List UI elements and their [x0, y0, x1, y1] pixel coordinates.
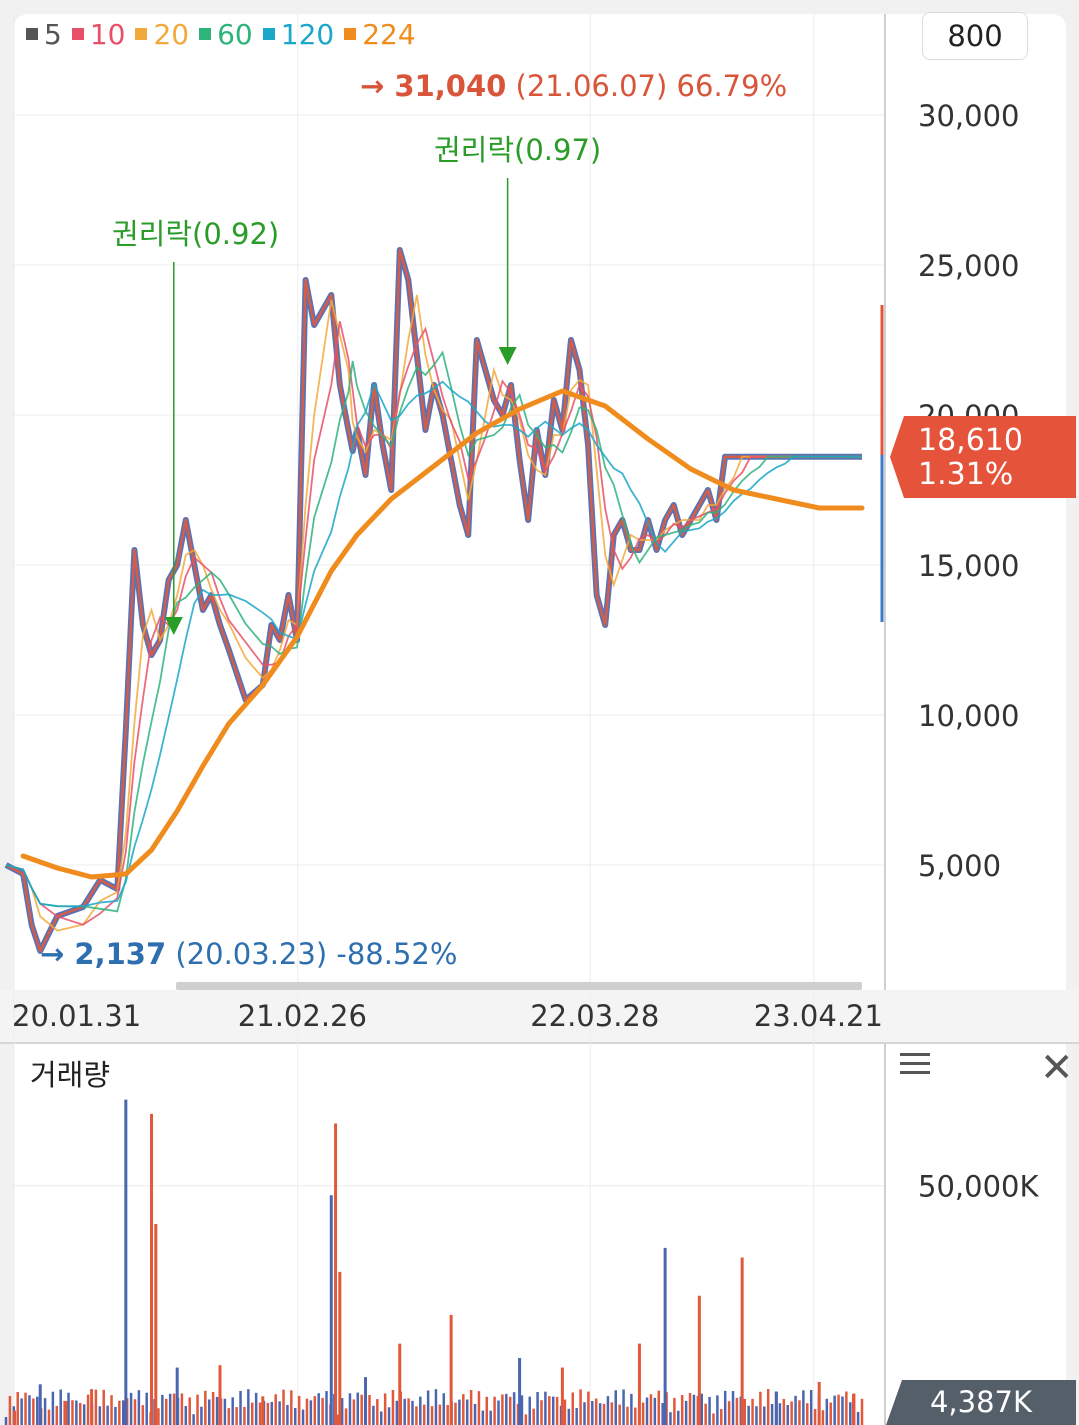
volume-chart-panel[interactable] [14, 1044, 884, 1425]
moving-average-line [5, 350, 862, 913]
annotation-triangle [498, 347, 517, 365]
zoom-count-box[interactable]: 800 [922, 12, 1028, 60]
y-tick-label: 10,000 [918, 699, 1019, 733]
price-chart-panel[interactable] [14, 14, 884, 990]
price-series-overlay [5, 248, 862, 953]
ex-rights-annotation: 권리락(0.97) [434, 133, 601, 167]
legend-label: 60 [217, 17, 253, 51]
legend-item-ma60[interactable]: 60 [199, 18, 253, 51]
scrollbar-thumb [176, 982, 862, 990]
high-price-marker: → 31,040 (21.06.07) 66.79% [360, 69, 787, 103]
x-tick-label: 21.02.26 [238, 999, 367, 1033]
legend-label: 5 [44, 17, 62, 51]
legend-swatch [344, 28, 357, 40]
date-axis-strip [0, 990, 1079, 1044]
legend-swatch [262, 28, 275, 40]
moving-average-line [5, 321, 862, 926]
legend-item-ma10[interactable]: 10 [71, 17, 126, 51]
moving-average-line [5, 294, 862, 932]
ex-rights-annotation: 권리락(0.92) [112, 217, 279, 251]
volume-axis-panel [884, 1044, 1066, 1425]
legend-label: 224 [362, 17, 416, 51]
legend-swatch [135, 28, 148, 40]
close-icon[interactable]: ✕ [1040, 1045, 1074, 1091]
legend-label: 120 [280, 17, 335, 51]
annotation-triangle [164, 617, 183, 635]
x-tick-label: 23.04.21 [754, 999, 883, 1033]
legend-swatch [199, 28, 212, 40]
y-tick-label: 15,000 [918, 549, 1019, 583]
current-price-badge: 18,610 1.31% [890, 416, 1076, 498]
legend-swatch [71, 28, 84, 40]
y-tick-label: 5,000 [918, 849, 1001, 883]
current-price-change: 1.31% [918, 457, 1014, 492]
y-tick-label: 25,000 [918, 249, 1019, 283]
legend-label: 20 [153, 17, 190, 51]
menu-icon[interactable] [900, 1053, 930, 1079]
x-tick-label: 20.01.31 [12, 999, 141, 1033]
ma224-line [20, 388, 865, 880]
legend-item-ma20[interactable]: 20 [135, 18, 189, 51]
legend-item-ma120[interactable]: 120 [262, 17, 335, 51]
legend-item-ma224[interactable]: 224 [344, 17, 416, 51]
legend-item-ma5[interactable]: 5 [26, 18, 62, 51]
current-volume-badge: 4,387K [886, 1380, 1076, 1425]
x-tick-label: 22.03.28 [530, 999, 659, 1033]
legend-label: 10 [89, 17, 126, 51]
price-axis-panel [884, 14, 1066, 990]
moving-average-legend: 5 10 20 60 120 224 [26, 14, 416, 54]
current-price-value: 18,610 [918, 423, 1023, 458]
moving-average-line [5, 380, 862, 908]
legend-swatch [26, 28, 38, 40]
y-tick-label: 30,000 [918, 99, 1019, 133]
volume-panel-title: 거래량 [30, 1058, 111, 1092]
low-price-marker: → 2,137 (20.03.23) -88.52% [40, 937, 457, 971]
volume-y-tick-label: 50,000K [918, 1170, 1039, 1204]
